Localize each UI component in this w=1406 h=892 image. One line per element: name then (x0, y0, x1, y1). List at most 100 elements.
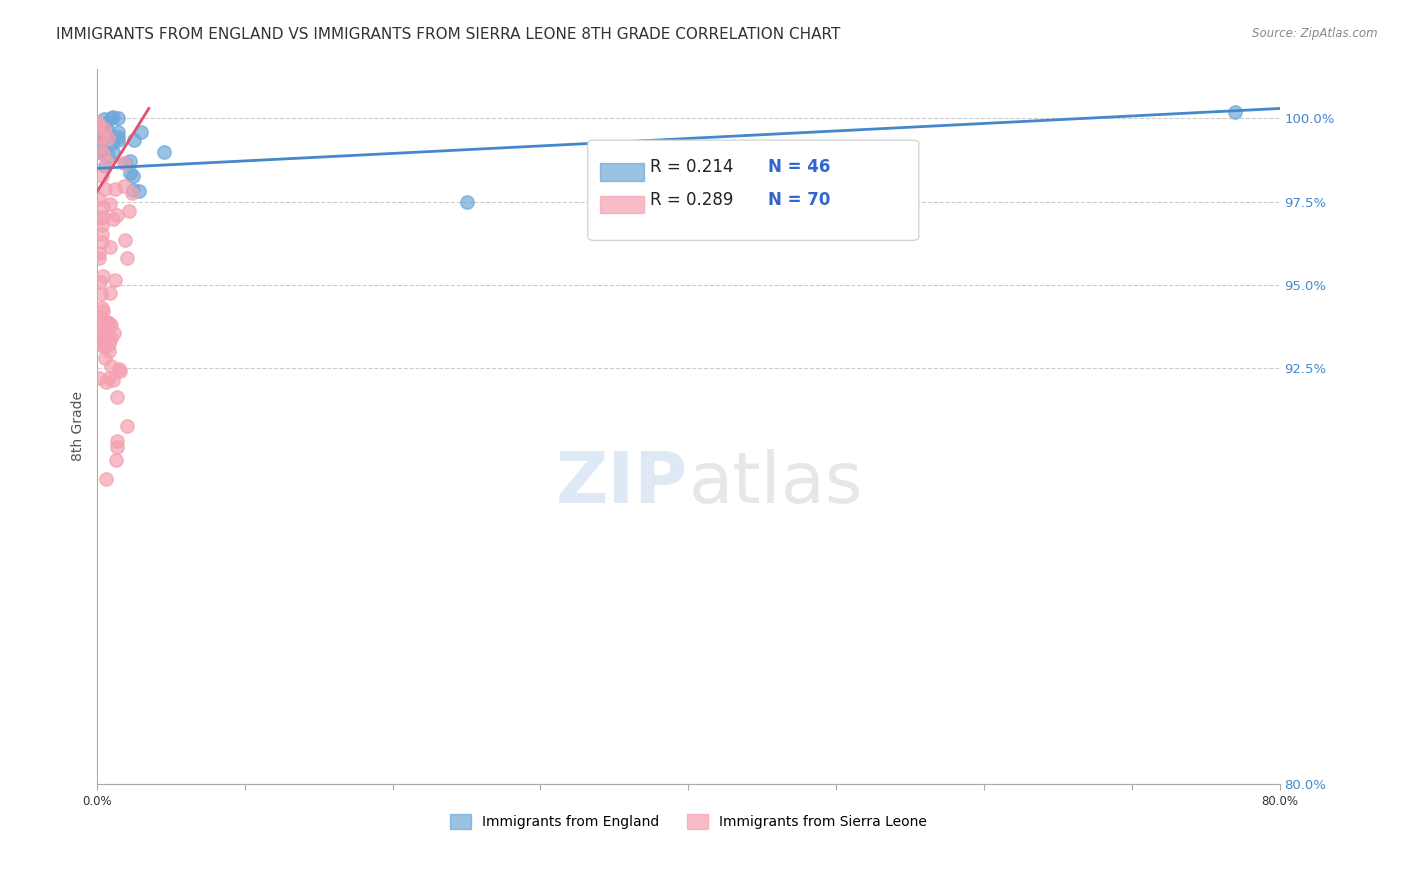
Point (90, 211, 112, 225)
Point (105, 208, 128, 222)
Point (115, 419, 138, 434)
Point (90, 138, 112, 153)
Point (131, 125, 153, 139)
Point (121, 186, 143, 201)
Point (128, 184, 150, 198)
Point (98, 197, 121, 211)
Point (89, 118, 111, 132)
Point (90, 301, 112, 316)
Point (87, 116, 110, 130)
Point (96, 155, 118, 169)
Point (100, 318, 122, 333)
Point (89, 145, 111, 159)
Point (91, 128, 114, 142)
Point (93, 112, 115, 126)
Point (87, 334, 110, 348)
Point (94, 376, 117, 390)
FancyBboxPatch shape (599, 195, 644, 213)
Text: atlas: atlas (689, 450, 863, 518)
Point (118, 166, 141, 180)
Point (89, 129, 111, 144)
Point (91, 303, 114, 318)
Point (94, 182, 117, 196)
Point (89, 325, 111, 339)
Point (91, 169, 114, 183)
Y-axis label: 8th Grade: 8th Grade (72, 392, 86, 461)
Point (96, 472, 118, 486)
Point (90, 317, 112, 331)
Point (89, 133, 111, 147)
Point (87, 117, 110, 131)
Point (91, 268, 114, 283)
Point (152, 145, 174, 159)
Point (122, 133, 145, 147)
Point (97, 371, 120, 385)
Point (90, 287, 112, 301)
Point (96, 328, 118, 343)
Point (100, 331, 122, 345)
Point (87, 117, 110, 131)
Point (93, 122, 115, 136)
Point (456, 194, 478, 209)
Point (91, 126, 114, 140)
Point (89, 334, 111, 348)
Point (87, 251, 110, 265)
Point (104, 453, 127, 467)
Point (98, 240, 121, 254)
Point (94, 159, 117, 173)
Point (91, 129, 114, 144)
FancyBboxPatch shape (599, 163, 644, 181)
Point (90, 235, 112, 249)
Point (89, 246, 111, 260)
Point (105, 390, 128, 404)
Point (101, 110, 124, 124)
Point (101, 136, 124, 151)
Point (96, 116, 118, 130)
Point (90, 138, 112, 153)
Point (89, 371, 111, 385)
Point (120, 154, 142, 169)
Point (91, 339, 114, 353)
Point (115, 251, 138, 265)
Point (97, 149, 120, 163)
Point (107, 125, 129, 139)
Point (105, 440, 128, 454)
Legend: Immigrants from England, Immigrants from Sierra Leone: Immigrants from England, Immigrants from… (444, 809, 932, 835)
Point (90, 121, 112, 136)
Point (107, 434, 129, 448)
Point (97, 316, 120, 330)
Point (118, 204, 141, 219)
Point (90, 326, 112, 341)
Point (93, 339, 115, 353)
Point (110, 364, 132, 378)
Point (100, 359, 122, 374)
Point (87, 192, 110, 206)
Point (89, 140, 111, 154)
Point (91, 211, 114, 225)
Point (91, 129, 114, 144)
Point (98, 285, 121, 300)
Point (107, 111, 129, 125)
Text: Source: ZipAtlas.com: Source: ZipAtlas.com (1253, 27, 1378, 40)
Point (104, 182, 127, 196)
Text: IMMIGRANTS FROM ENGLAND VS IMMIGRANTS FROM SIERRA LEONE 8TH GRADE CORRELATION CH: IMMIGRANTS FROM ENGLAND VS IMMIGRANTS FR… (56, 27, 841, 42)
Point (108, 362, 131, 376)
Text: R = 0.289: R = 0.289 (650, 191, 734, 209)
Point (90, 227, 112, 242)
Point (91, 147, 114, 161)
Point (90, 119, 112, 133)
Point (87, 141, 110, 155)
Point (98, 343, 121, 358)
Point (89, 128, 111, 143)
Point (114, 179, 136, 194)
Point (89, 119, 111, 133)
Point (90, 137, 112, 152)
FancyBboxPatch shape (588, 140, 920, 240)
Point (97, 124, 120, 138)
Text: R = 0.214: R = 0.214 (650, 158, 734, 177)
Point (112, 156, 135, 170)
Point (104, 273, 127, 287)
Point (87, 131, 110, 145)
Point (103, 326, 125, 340)
Point (87, 145, 110, 159)
